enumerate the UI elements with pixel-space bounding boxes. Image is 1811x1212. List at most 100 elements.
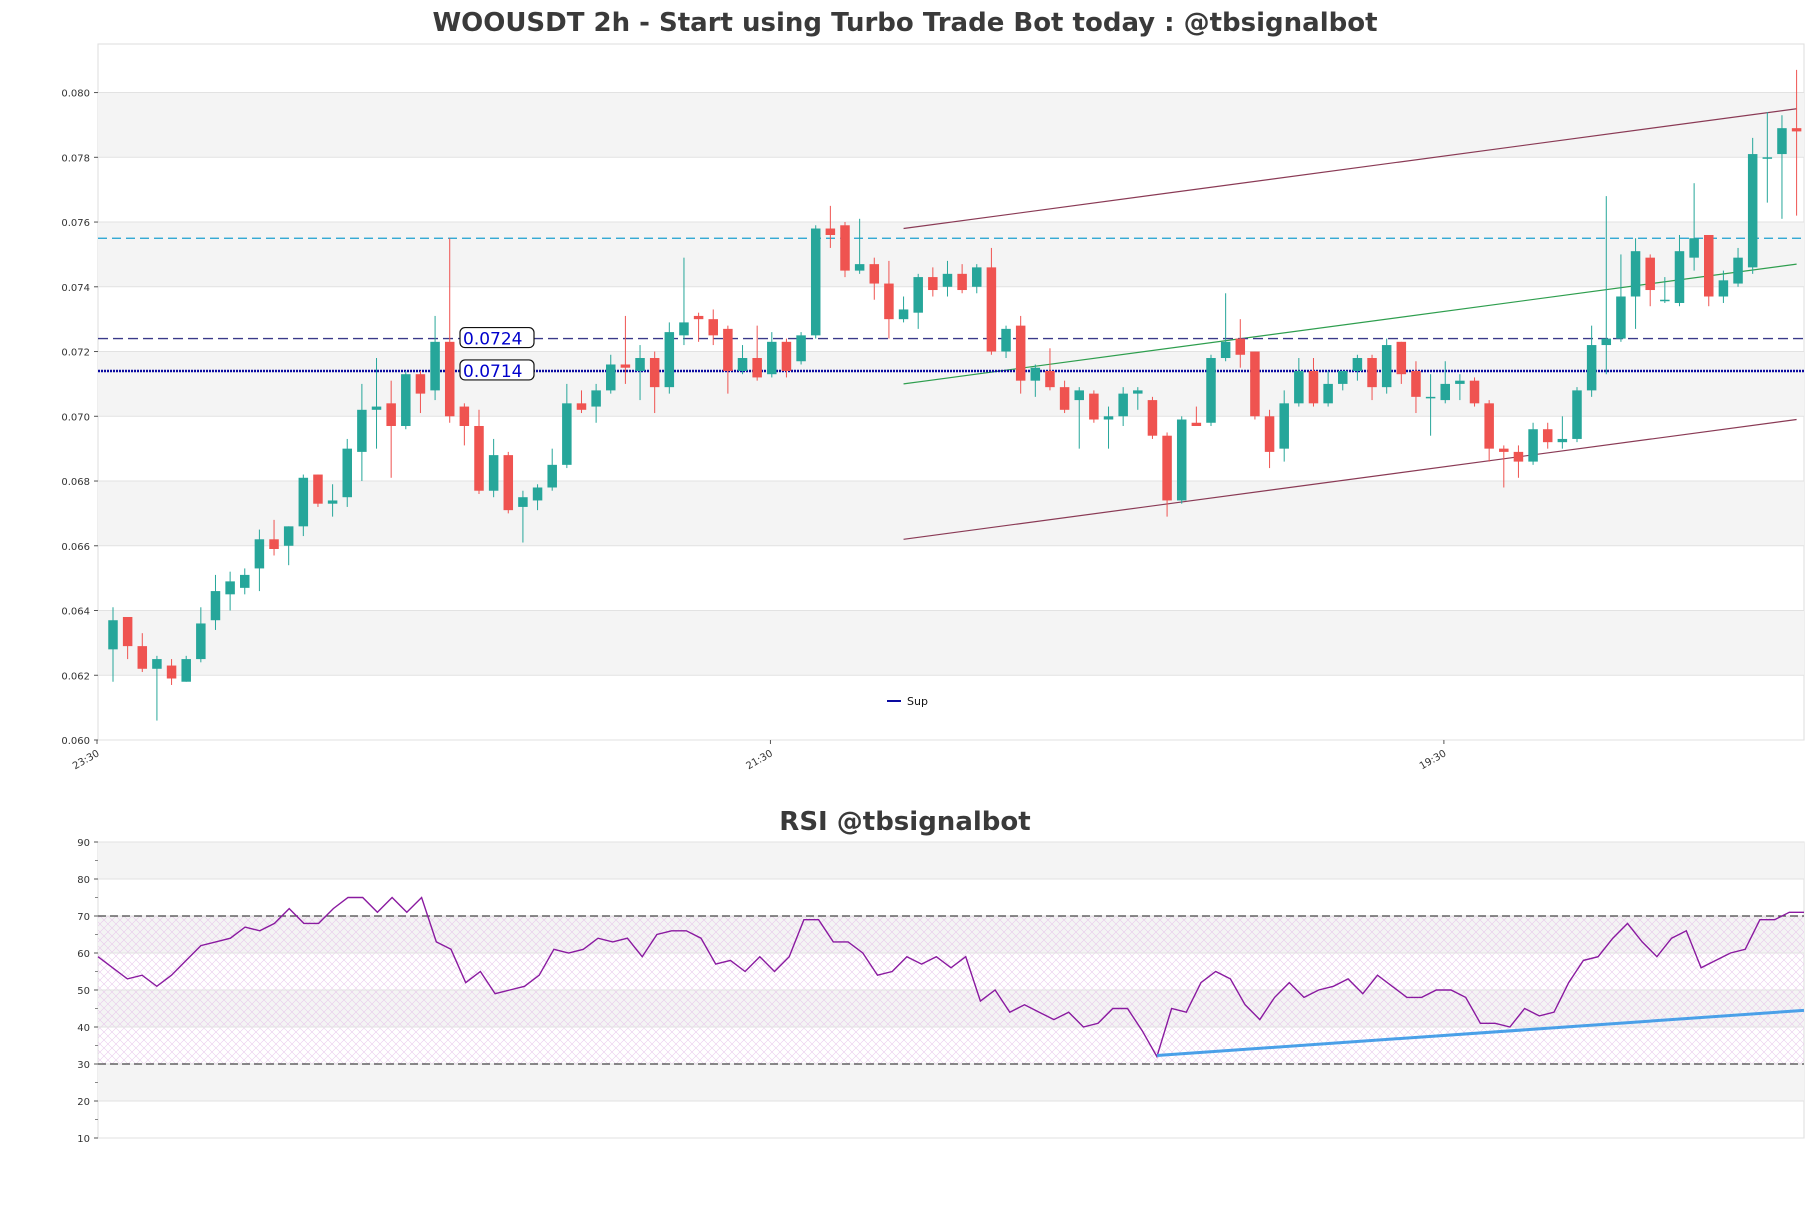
candle-body (342, 448, 352, 498)
trendline-channel_bottom (903, 418, 1797, 540)
candle-body (240, 574, 250, 588)
candle-body (649, 358, 660, 388)
price-ytick-label: 0.072 (61, 348, 90, 359)
candle-body (137, 646, 148, 669)
rsi-ytick-label: 60 (77, 949, 90, 960)
candle-body (620, 364, 631, 368)
candle-body (547, 464, 557, 488)
rsi-line (97, 896, 1804, 1059)
candle-body (1733, 257, 1743, 284)
candle-body (1616, 296, 1626, 339)
candle-body (532, 487, 543, 501)
candle-body (1147, 400, 1158, 436)
candle-body (1572, 390, 1582, 439)
price-ytick-label: 0.080 (61, 89, 90, 100)
candle-body (1176, 419, 1187, 501)
price-band (98, 92, 1804, 158)
price-chart-title: WOOUSDT 2h - Start using Turbo Trade Bot… (432, 8, 1377, 38)
rsi-ytick-label: 80 (77, 875, 90, 886)
candle-body (1528, 429, 1538, 462)
price-band (98, 481, 1804, 546)
candle-body (386, 403, 396, 426)
candle-body (181, 659, 191, 682)
candle-body (972, 267, 982, 287)
candle-body (1323, 383, 1333, 404)
candle-body (1484, 403, 1494, 449)
legend: Sup (887, 695, 928, 708)
rsi-band (98, 842, 1804, 879)
candle-body (444, 341, 455, 417)
candle-body (1689, 238, 1699, 258)
candle-body (1747, 154, 1758, 268)
candle-body (166, 665, 177, 679)
candle-body (1499, 448, 1509, 452)
trendline-channel_top (903, 108, 1797, 230)
candle-body (1718, 280, 1729, 297)
rsi-ytick-label: 50 (77, 986, 90, 997)
candle-body (459, 406, 470, 426)
level-label-box (459, 359, 535, 381)
rsi-ytick-label: 30 (77, 1060, 90, 1071)
candle-body (1352, 358, 1363, 371)
candle-body (1045, 370, 1055, 388)
legend-label-sup: Sup (907, 695, 928, 708)
candle-body (1308, 370, 1319, 404)
candle-body (1206, 358, 1216, 423)
price-ytick-label: 0.068 (61, 477, 90, 488)
candle-body (1791, 128, 1802, 132)
candle-body (576, 403, 587, 410)
candle-body (679, 322, 689, 336)
candle-body (401, 374, 411, 426)
rsi-panel: 10 20 30 40 50 60 70 80 90 (77, 838, 1805, 1145)
candle-body (1542, 429, 1553, 443)
candle-body (1674, 251, 1685, 303)
candle-body (269, 539, 279, 550)
candle-body (1425, 396, 1436, 399)
rsi-ytick-label: 70 (77, 912, 90, 923)
candle-body (1338, 370, 1348, 384)
price-ytick-label: 0.064 (61, 607, 90, 618)
level-label-box (459, 326, 535, 349)
price-panel: 0.060 0.062 0.064 0.066 0.068 0.070 0.072 0.074… (61, 43, 1805, 772)
candle-body (313, 474, 323, 504)
candle-body (371, 406, 382, 410)
candle-body (693, 315, 704, 320)
candle-body (152, 659, 162, 669)
candle-body (1469, 380, 1480, 404)
price-ytick-label: 0.076 (61, 218, 90, 229)
candle-body (606, 364, 616, 391)
candle-body (518, 497, 528, 507)
candle-body (1133, 390, 1143, 394)
price-band (98, 610, 1804, 676)
candle-body (591, 390, 601, 407)
candle-body (810, 228, 821, 336)
candle-body (884, 283, 894, 320)
candle-body (767, 341, 777, 375)
price-ytick-label: 0.060 (61, 736, 90, 747)
candle-body (225, 581, 235, 595)
price-xtick-label: 23:30 (71, 748, 101, 772)
rsi-ytick-label: 90 (77, 838, 90, 849)
candle-body (752, 358, 762, 378)
candle-body (869, 264, 880, 284)
candle-body (1015, 325, 1026, 381)
rsi-band (98, 1064, 1804, 1101)
candle-body (1645, 257, 1655, 291)
rsi-trendline (1156, 1008, 1805, 1057)
candle-body (1074, 390, 1084, 401)
candle-body (796, 335, 806, 362)
candle-body (1381, 345, 1392, 388)
candle-body (283, 526, 294, 546)
candle-body (854, 264, 865, 271)
candle-body (913, 277, 923, 313)
level-label: 0.0724 (463, 330, 522, 350)
candle-body (488, 455, 499, 491)
candle-body (1630, 251, 1641, 297)
price-ytick-label: 0.066 (61, 542, 90, 553)
candle-body (723, 328, 733, 371)
candle-body (357, 409, 367, 452)
candle-body (1704, 234, 1714, 297)
candle-body (635, 358, 645, 371)
